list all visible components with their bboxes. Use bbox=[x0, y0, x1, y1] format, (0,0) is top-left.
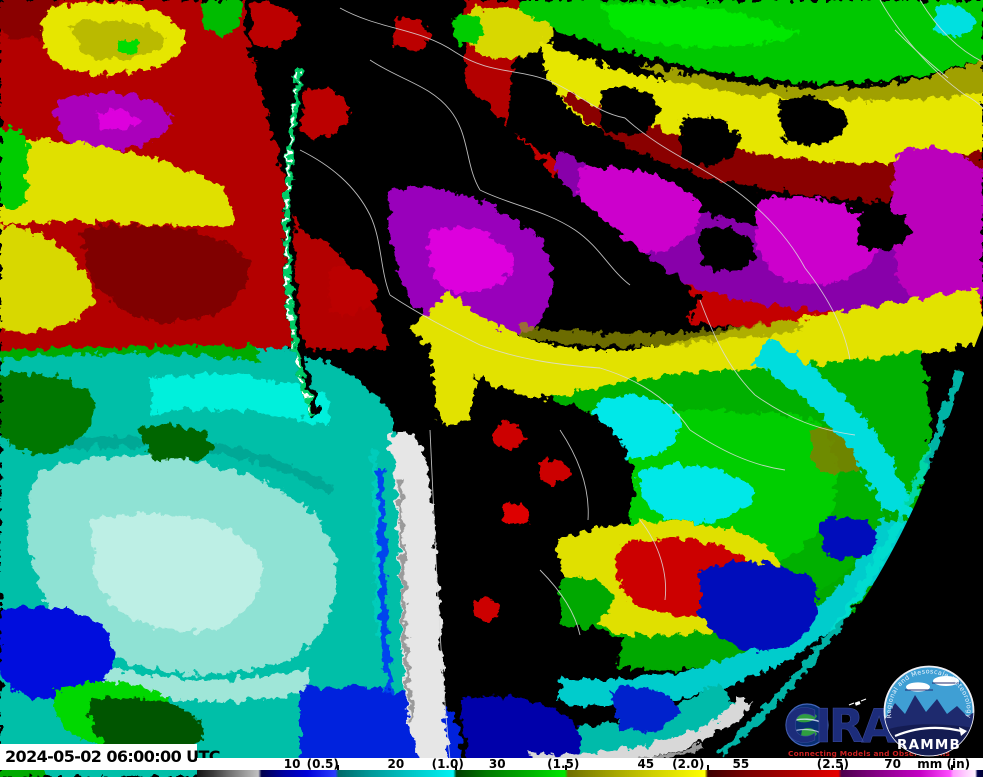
map-region-topmid-green bbox=[452, 13, 484, 45]
cloud-icon bbox=[906, 682, 930, 692]
cira-logo: CIRA Connecting Models and Observations bbox=[784, 698, 950, 758]
colorbar-boundary-tick bbox=[337, 765, 340, 770]
map-region-arg-red3 bbox=[503, 503, 530, 526]
map-region-magenta2 bbox=[755, 196, 880, 285]
map-region-se-blue3 bbox=[610, 686, 678, 733]
map-region-black-redspot1 bbox=[250, 3, 300, 49]
cira-tagline: Connecting Models and Observations bbox=[788, 749, 950, 758]
map-region-andes-north-snow bbox=[284, 71, 313, 415]
map-region-se-darkblue2 bbox=[820, 516, 878, 560]
timestamp-label: 2024-05-02 06:00:00 UTC bbox=[0, 744, 221, 770]
space-region bbox=[700, 325, 983, 777]
globe-icon bbox=[785, 703, 829, 747]
map-region-se-darkblue1 bbox=[700, 561, 819, 651]
colorbar-tick-label: 30 bbox=[488, 757, 506, 771]
map-region-tr-darkred bbox=[560, 95, 983, 201]
map-region-nw-olive bbox=[70, 20, 165, 60]
map-region-andes-cyan-fringe bbox=[371, 449, 383, 641]
map-region-black-patch2 bbox=[680, 116, 740, 166]
map-region-africa-cyan bbox=[934, 5, 976, 37]
map-region-left-yellow bbox=[0, 139, 234, 227]
map-region-arg-red2 bbox=[540, 458, 570, 485]
colorbar-tick-label: (0.5) bbox=[306, 757, 339, 771]
map-region-nw-green-dot bbox=[118, 38, 140, 54]
colorbar-tick-label: (1.0) bbox=[431, 757, 464, 771]
map-region-top-green-dot bbox=[203, 0, 242, 36]
map-region-cyan-band bbox=[150, 374, 330, 425]
map-region-andes-white bbox=[388, 431, 452, 777]
map-region-darkgreen-ocean bbox=[0, 372, 96, 455]
globe-cloud-swirl1 bbox=[789, 718, 825, 725]
satellite-panels bbox=[848, 698, 867, 706]
map-region-limb-cyan-edge bbox=[717, 368, 964, 758]
map-region-amazon-red1 bbox=[300, 86, 350, 139]
map-region-darkgreen-dot bbox=[140, 424, 215, 462]
map-region-darkred-blob bbox=[80, 225, 251, 322]
map-region-blue-blob-sw bbox=[0, 605, 114, 701]
colorbar-tick-label: 70 bbox=[884, 757, 901, 771]
colorbar-tick-label: 20 bbox=[387, 757, 405, 771]
map-region-amazon-magenta bbox=[427, 227, 515, 293]
colorbar-tick-label: 45 bbox=[637, 757, 655, 771]
cira-logo-text: CIRA bbox=[784, 699, 897, 753]
map-region-yellow-arc bbox=[410, 287, 983, 405]
colorbar-tick-label: (2.0) bbox=[672, 757, 705, 771]
map-region-black-patch1 bbox=[600, 86, 660, 136]
map-region-arg-red4 bbox=[473, 598, 500, 621]
map-region-topmid-yellow bbox=[465, 6, 555, 60]
map-region-andes-gray-streak bbox=[398, 479, 414, 721]
colorbar-boundary-tick bbox=[706, 765, 709, 770]
map-region-tr-green-bright bbox=[600, 3, 800, 48]
colorbar-tick-label: 55 bbox=[732, 757, 750, 771]
satellite-icon bbox=[854, 701, 861, 706]
map-region-amazon-red2 bbox=[328, 266, 376, 315]
colorbar-boundary-tick bbox=[455, 765, 458, 770]
map-region-brazil-cyan2 bbox=[638, 464, 755, 523]
map-region-andes-blue-fringe bbox=[376, 469, 394, 691]
rammb-logo: Regional and Mesoscale Meteorology Branc… bbox=[883, 665, 975, 757]
colorbar-scale-strip: 10 (0.5) 20 (1.0) 30 (1.5) 45 (2.0) 55 (2.5) 70 mm … bbox=[197, 758, 983, 770]
map-region-black-patch3 bbox=[780, 96, 848, 146]
colorbar-tick-label: (2.5) bbox=[816, 757, 849, 771]
map-region-arg-red1 bbox=[495, 423, 525, 450]
map-region-left-yellow2 bbox=[0, 225, 95, 332]
map-region-nw-magenta bbox=[95, 109, 140, 132]
map-region-darkgreen-cluster bbox=[89, 697, 205, 757]
rammb-logo-text: RAMMB bbox=[897, 737, 961, 753]
map-region-andes-east-black bbox=[439, 469, 462, 691]
colorbar-tick-label: (1.5) bbox=[547, 757, 580, 771]
map-region-magenta3 bbox=[891, 147, 983, 308]
colorbar-boundary-tick bbox=[840, 765, 843, 770]
map-region-black-redspot2 bbox=[392, 17, 430, 51]
colorbar-boundary-tick bbox=[950, 765, 953, 770]
globe-cloud-swirl2 bbox=[791, 728, 823, 735]
map-region-black-patch4 bbox=[858, 206, 910, 250]
colorbar-tick-label: mm (in) bbox=[917, 757, 971, 771]
colorbar bbox=[197, 770, 983, 777]
swoosh-line bbox=[894, 726, 966, 738]
colorbar-tick-label: 10 bbox=[283, 757, 301, 771]
map-region-olive-streak bbox=[518, 319, 801, 347]
map-region-left-green bbox=[0, 126, 28, 210]
country-borders bbox=[299, 0, 983, 761]
satellite-icon-rammb bbox=[959, 727, 967, 736]
map-region-black-patch5 bbox=[700, 226, 756, 272]
map-region-swirl-core bbox=[90, 513, 262, 632]
colorbar-boundary-tick bbox=[565, 765, 568, 770]
